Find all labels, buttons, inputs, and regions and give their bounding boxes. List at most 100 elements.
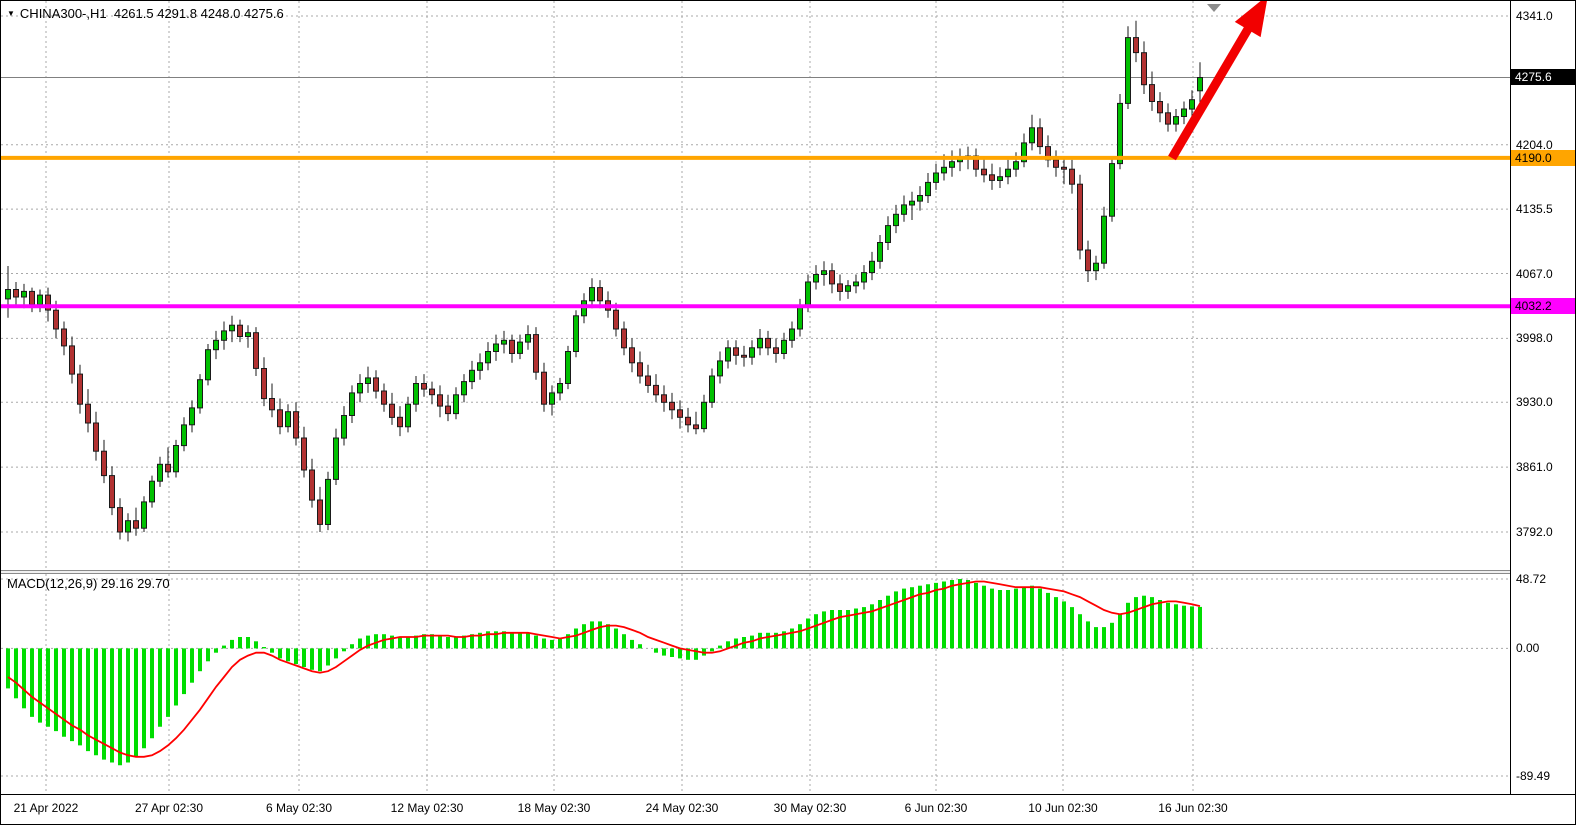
candle (117, 507, 123, 533)
candle (197, 379, 203, 409)
candle (885, 225, 891, 244)
candle (1117, 102, 1123, 165)
candle (181, 424, 187, 447)
candle (45, 294, 51, 311)
candle (1173, 116, 1179, 125)
candle (1077, 183, 1083, 251)
candle (141, 501, 147, 529)
candle (805, 281, 811, 307)
macd-indicator-label: MACD(12,26,9) 29.16 29.70 (7, 576, 170, 591)
price-axis-label: 4135.5 (1516, 202, 1553, 216)
candle (1021, 142, 1027, 163)
candle (645, 375, 651, 386)
candle (981, 168, 987, 176)
candle (157, 463, 163, 482)
hline-price-badge: 4032.2 (1511, 298, 1575, 314)
candle (621, 328, 627, 349)
candle (893, 213, 899, 227)
candle (1029, 127, 1035, 144)
candle (485, 351, 491, 364)
chart-shift-marker-icon[interactable] (1207, 4, 1221, 12)
time-axis-label: 6 Jun 02:30 (904, 801, 968, 815)
price-axis[interactable]: 4341.0 4204.0 4135.5 4067.0 3998.0 3930.0 3861… (1510, 1, 1575, 794)
candle (1061, 166, 1067, 170)
candle (69, 345, 75, 375)
candle (741, 354, 747, 358)
candle (549, 392, 555, 405)
candle (541, 371, 547, 405)
panel-splitter[interactable] (1, 570, 1510, 574)
candle (597, 287, 603, 302)
candle (773, 347, 779, 354)
candle (205, 349, 211, 381)
candle (381, 390, 387, 405)
macd-chart[interactable] (1, 574, 1510, 794)
candle (589, 287, 595, 302)
candle (861, 272, 867, 283)
time-axis-label: 6 May 02:30 (265, 801, 333, 815)
symbol-dropdown-icon[interactable]: ▼ (7, 8, 15, 18)
candle (949, 161, 955, 168)
candle (1109, 163, 1115, 217)
candle (693, 424, 699, 430)
macd-panel[interactable]: MACD(12,26,9) 29.16 29.70 (1, 574, 1510, 794)
candle (533, 334, 539, 373)
symbol-ohlc-text: CHINA300-,H1 4261.5 4291.8 4248.0 4275.6 (19, 6, 284, 21)
candle (1101, 215, 1107, 264)
candle (1085, 249, 1091, 272)
macd-histogram (6, 579, 1202, 766)
candle (301, 437, 307, 471)
price-axis-label: 4341.0 (1516, 9, 1553, 23)
candle (1133, 37, 1139, 54)
candle (1013, 161, 1019, 170)
candle (61, 328, 67, 347)
candle (1069, 168, 1075, 185)
candle (325, 478, 331, 525)
trend-arrow[interactable] (1168, 1, 1268, 161)
candle-wicks (7, 20, 1201, 542)
candle (733, 347, 739, 356)
price-axis-label: 3861.0 (1516, 460, 1553, 474)
candle (797, 305, 803, 330)
candle (837, 283, 843, 292)
time-axis[interactable]: 21 Apr 2022 27 Apr 02:30 6 May 02:30 12 May… (1, 794, 1575, 824)
candle (573, 315, 579, 352)
candle (53, 309, 59, 330)
price-axis-label: 4204.0 (1516, 138, 1553, 152)
candle (405, 403, 411, 428)
candle (109, 475, 115, 509)
candle (933, 172, 939, 183)
candle (821, 270, 827, 276)
candle (165, 463, 171, 473)
candle (453, 394, 459, 415)
candlestick-chart[interactable] (1, 1, 1510, 570)
time-axis-label: 24 May 02:30 (645, 801, 719, 815)
price-axis-label: 3930.0 (1516, 395, 1553, 409)
candle (1149, 84, 1155, 102)
candle (277, 409, 283, 428)
candle (269, 398, 275, 411)
main-grid (1, 1, 1510, 570)
candle (925, 181, 931, 197)
candle (909, 200, 915, 206)
bid-price-badge: 4275.6 (1511, 69, 1575, 85)
macd-axis-label: 0.00 (1516, 641, 1540, 655)
candle (685, 416, 691, 426)
candle (429, 388, 435, 396)
candle (989, 174, 995, 181)
candle (1189, 99, 1195, 110)
candle (765, 337, 771, 349)
candle (477, 362, 483, 371)
candle (469, 369, 475, 383)
candle (829, 270, 835, 285)
candle (845, 285, 851, 292)
candle (29, 290, 35, 306)
candle (13, 289, 19, 298)
candle (317, 499, 323, 525)
price-chart-area[interactable]: ▼ CHINA300-,H1 4261.5 4291.8 4248.0 4275… (1, 1, 1510, 570)
candle (1141, 52, 1147, 86)
time-axis-label: 30 May 02:30 (773, 801, 847, 815)
candle (853, 281, 859, 287)
candle (669, 401, 675, 411)
candle-bodies (5, 37, 1203, 533)
